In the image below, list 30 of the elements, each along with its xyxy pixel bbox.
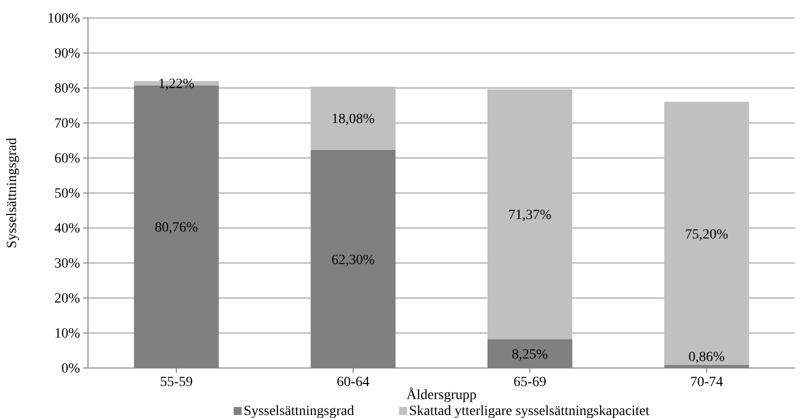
y-tick-label: 70% — [54, 116, 80, 132]
data-label: 1,22% — [158, 77, 195, 92]
data-label: 8,25% — [512, 347, 548, 362]
data-label: 0,86% — [688, 350, 726, 365]
data-label: 75,20% — [685, 227, 729, 242]
data-label: 71,37% — [508, 208, 552, 224]
legend-label: Skattad ytterligare sysselsättningskapacitet — [409, 404, 650, 418]
x-tick-label: 60-64 — [336, 374, 370, 390]
y-tick-label: 20% — [54, 291, 80, 306]
x-tick-label: 70-74 — [690, 374, 723, 390]
x-axis-title: Åldersgrupp — [406, 387, 476, 403]
y-tick-label: 80% — [54, 81, 80, 96]
bar — [487, 89, 572, 340]
data-label: 62,30% — [332, 252, 376, 268]
y-tick-label: 10% — [54, 326, 80, 342]
y-tick-label: 50% — [54, 186, 80, 202]
y-axis-title: Sysselsättningsgrad — [5, 138, 20, 248]
legend-label: Sysselsättningsgrad — [244, 404, 354, 418]
y-tick-label: 30% — [54, 256, 80, 272]
y-tick-label: 40% — [54, 221, 80, 236]
x-tick-label: 65-69 — [514, 374, 546, 390]
data-label: 80,76% — [154, 220, 198, 236]
y-tick-label: 100% — [47, 11, 80, 26]
x-tick-label: 55-59 — [160, 374, 193, 390]
y-tick-label: 60% — [54, 151, 80, 166]
y-tick-label: 90% — [54, 46, 80, 62]
y-tick-label: 0% — [61, 361, 80, 376]
bar — [664, 102, 750, 365]
data-label: 18,08% — [332, 112, 376, 128]
bar — [310, 86, 396, 150]
